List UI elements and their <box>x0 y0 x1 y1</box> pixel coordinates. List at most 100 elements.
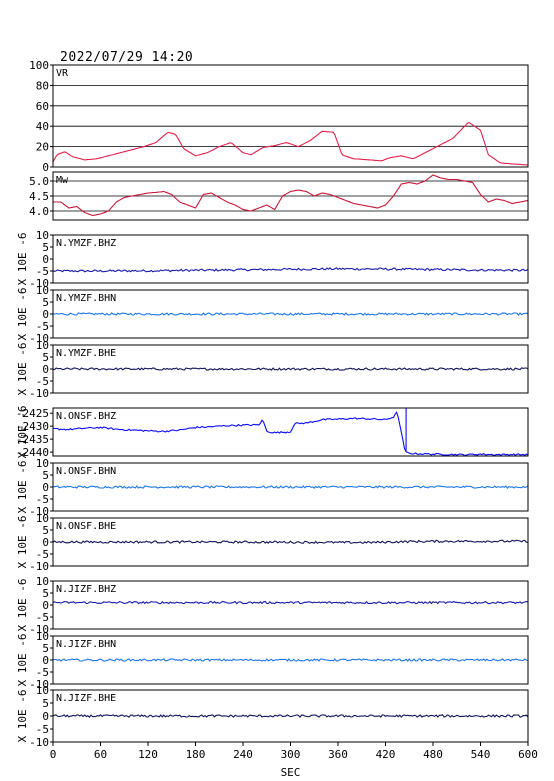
y-tick-label: 10 <box>36 457 49 470</box>
y-tick-label: 5 <box>42 697 49 710</box>
series-line <box>52 600 529 605</box>
y-tick-label: 4.5 <box>29 190 49 203</box>
x-tick-label: 0 <box>50 748 57 761</box>
x-tick-label: 540 <box>471 748 491 761</box>
series-line <box>52 312 529 316</box>
y-tick-label: 80 <box>36 79 49 92</box>
y-tick-label: -5 <box>36 493 49 506</box>
y-tick-label: 0 <box>42 710 49 723</box>
y-tick-label: -2440 <box>16 446 49 459</box>
y-tick-label: -2430 <box>16 420 49 433</box>
y-tick-label: 10 <box>36 284 49 297</box>
y-axis-label: X 10E -6 <box>16 634 29 687</box>
y-tick-label: 5 <box>42 587 49 600</box>
y-tick-label: 0 <box>42 481 49 494</box>
y-axis-label: X 10E -6 <box>16 288 29 341</box>
y-tick-label: 20 <box>36 141 49 154</box>
y-tick-label: 5.0 <box>29 175 49 188</box>
y-tick-label: 0 <box>42 161 49 174</box>
y-axis-label: X 10E -6 <box>16 579 29 632</box>
y-axis-label: X 10E -6 <box>16 406 29 459</box>
panel-frame <box>52 580 529 630</box>
panel-frame <box>52 407 529 457</box>
panel-label: N.ONSF.BHN <box>56 466 116 477</box>
series-line <box>52 267 529 273</box>
y-tick-label: 0 <box>42 253 49 266</box>
y-tick-label: -10 <box>29 277 49 290</box>
y-tick-label: -5 <box>36 265 49 278</box>
series-line <box>52 367 529 371</box>
panel-label: N.JIZF.BHZ <box>56 584 116 595</box>
series-line <box>52 122 529 166</box>
y-axis-label: X 10E -6 <box>16 461 29 514</box>
y-tick-label: 5 <box>42 351 49 364</box>
y-tick-label: 40 <box>36 120 49 133</box>
panel-label: Mw <box>56 175 69 186</box>
y-tick-label: -10 <box>29 736 49 749</box>
y-tick-label: -5 <box>36 320 49 333</box>
y-tick-label: 10 <box>36 512 49 525</box>
y-tick-label: 60 <box>36 100 49 113</box>
x-tick-label: 360 <box>328 748 348 761</box>
y-tick-label: 5 <box>42 524 49 537</box>
y-tick-label: 5 <box>42 469 49 482</box>
series-line <box>52 485 529 489</box>
y-tick-label: 4.0 <box>29 205 49 218</box>
series-line <box>53 174 529 217</box>
panel-label: N.YMZF.BHN <box>56 293 116 304</box>
y-tick-label: 0 <box>42 308 49 321</box>
panel-label: VR <box>56 68 69 79</box>
panel-label: N.YMZF.BHE <box>56 348 116 359</box>
y-tick-label: -5 <box>36 375 49 388</box>
y-tick-label: -10 <box>29 505 49 518</box>
x-tick-label: 480 <box>423 748 443 761</box>
y-tick-label: 10 <box>36 630 49 643</box>
y-tick-label: 0 <box>42 599 49 612</box>
y-tick-label: 5 <box>42 642 49 655</box>
panel-frame <box>52 64 529 168</box>
y-tick-label: -10 <box>29 560 49 573</box>
x-tick-label: 180 <box>186 748 206 761</box>
panel-frame <box>52 517 529 567</box>
panel-label: N.ONSF.BHE <box>56 521 116 532</box>
y-tick-label: 10 <box>36 684 49 697</box>
panel-label: N.YMZF.BHZ <box>56 238 116 249</box>
timestamp: 2022/07/29 14:20 <box>60 50 194 65</box>
panel-label: N.JIZF.BHN <box>56 639 116 650</box>
y-tick-label: -10 <box>29 623 49 636</box>
y-tick-label: -2425 <box>16 407 49 420</box>
y-tick-label: -2435 <box>16 433 49 446</box>
series-line <box>52 714 529 719</box>
x-tick-label: 240 <box>233 748 253 761</box>
y-axis-label: X 10E -6 <box>16 690 29 743</box>
panel-label: N.ONSF.BHZ <box>56 411 116 422</box>
y-tick-label: 5 <box>42 296 49 309</box>
y-tick-label: -5 <box>36 611 49 624</box>
y-tick-label: -5 <box>36 723 49 736</box>
y-axis-label: X 10E -6 <box>16 343 29 396</box>
y-tick-label: 0 <box>42 536 49 549</box>
x-tick-label: 300 <box>281 748 301 761</box>
y-tick-label: 0 <box>42 654 49 667</box>
x-axis-label: SEC <box>281 766 301 779</box>
y-tick-label: 5 <box>42 241 49 254</box>
y-tick-label: 0 <box>42 363 49 376</box>
panel-frame <box>52 234 529 284</box>
y-axis-label: X 10E -6 <box>16 233 29 286</box>
y-tick-label: 10 <box>36 575 49 588</box>
y-tick-label: 10 <box>36 339 49 352</box>
panel-label: N.JIZF.BHE <box>56 693 116 704</box>
x-tick-label: 120 <box>138 748 158 761</box>
y-tick-label: -5 <box>36 548 49 561</box>
x-tick-label: 600 <box>518 748 538 761</box>
y-tick-label: -10 <box>29 678 49 691</box>
series-line <box>52 411 529 457</box>
y-tick-label: 10 <box>36 229 49 242</box>
y-tick-label: -5 <box>36 666 49 679</box>
y-axis-label: X 10E -6 <box>16 516 29 569</box>
y-tick-label: -10 <box>29 332 49 345</box>
x-tick-label: 420 <box>376 748 396 761</box>
x-tick-label: 60 <box>94 748 107 761</box>
series-line <box>52 539 529 545</box>
